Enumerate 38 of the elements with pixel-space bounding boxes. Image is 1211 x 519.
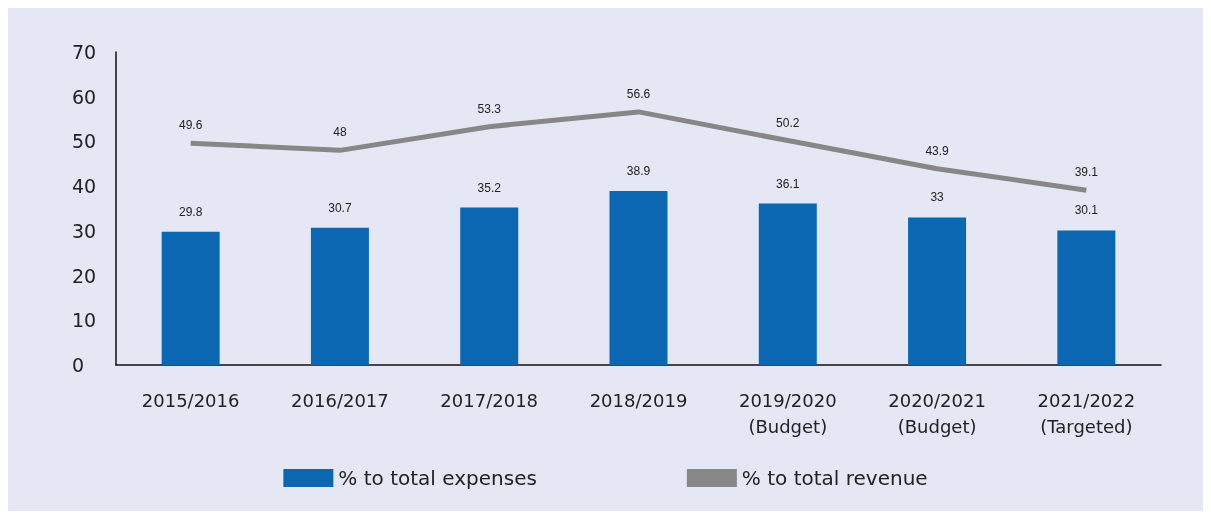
y-tick-label: 20 <box>72 264 97 287</box>
y-tick-label: 40 <box>72 175 97 198</box>
data-label: 49.6 <box>178 118 203 133</box>
bar <box>161 231 220 365</box>
x-tick-label: 2019/2020 (Budget) <box>738 389 837 437</box>
x-tick-label: 2016/2017 <box>291 389 389 411</box>
y-tick-label: 30 <box>72 219 97 242</box>
legend-label: % to total revenue <box>741 466 928 490</box>
legend-label: % to total expenses <box>338 466 537 490</box>
y-tick-label: 70 <box>72 41 97 63</box>
data-label: 48 <box>333 125 347 140</box>
data-label: 38.9 <box>626 164 651 179</box>
x-tick-label: 2018/2019 <box>589 389 688 411</box>
data-label: 36.1 <box>776 176 800 191</box>
data-label: 30.7 <box>328 200 352 215</box>
x-tick-label: 2021/2022 (Targeted) <box>1037 389 1136 437</box>
x-tick-label: 2015/2016 <box>141 389 240 411</box>
bar <box>908 217 967 365</box>
data-label: 39.1 <box>1074 165 1099 180</box>
y-tick-label: 50 <box>72 130 97 153</box>
bar <box>1057 230 1116 365</box>
bar <box>758 203 817 365</box>
bar <box>609 191 668 365</box>
data-label: 30.1 <box>1074 203 1099 218</box>
bar <box>460 207 519 365</box>
data-label: 53.3 <box>477 101 502 116</box>
data-label: 29.8 <box>178 204 203 219</box>
data-label: 33 <box>930 190 945 205</box>
y-tick-label: 0 <box>72 354 85 376</box>
data-label: 50.2 <box>776 115 800 130</box>
y-tick-label: 60 <box>72 85 97 108</box>
x-tick-label: 2020/2021 (Budget) <box>888 389 986 437</box>
bar <box>310 227 369 365</box>
data-label: 56.6 <box>626 86 651 101</box>
data-label: 35.2 <box>477 180 502 195</box>
y-tick-label: 10 <box>72 309 97 332</box>
data-label: 43.9 <box>925 143 950 158</box>
x-tick-label: 2017/2018 <box>440 389 539 411</box>
